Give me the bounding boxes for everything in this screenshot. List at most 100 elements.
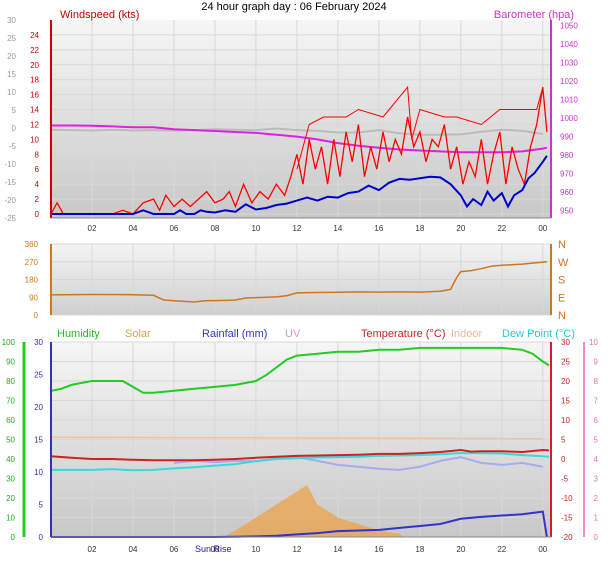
y-tick-barometer: 990 (560, 133, 574, 142)
y-tick-uv: 5 (594, 436, 599, 445)
y-tick-outer: 30 (7, 16, 16, 25)
y-tick-barometer: 1050 (560, 22, 578, 31)
y-tick-humidity: 80 (6, 377, 15, 386)
y-tick-windspeed: 2 (35, 195, 40, 204)
legend-temperature: Temperature (°C) (361, 328, 445, 340)
y-tick-rainfall: 10 (34, 468, 43, 477)
y-tick-outer: 0 (12, 124, 17, 133)
compass-label: W (558, 257, 569, 269)
y-tick-rainfall: 30 (34, 338, 43, 347)
y-tick-humidity: 10 (6, 514, 15, 523)
y-tick-uv: 1 (594, 514, 599, 523)
y-tick-temperature: -20 (561, 533, 573, 542)
dewpoint-line (51, 452, 550, 472)
legend-uv: UV (285, 328, 301, 340)
x-tick: 22 (497, 545, 506, 554)
y-tick-windspeed: 10 (30, 135, 39, 144)
y-tick-windspeed: 18 (30, 76, 39, 85)
x-tick: 02 (88, 224, 97, 233)
y-tick-humidity: 100 (2, 338, 16, 347)
y-tick-outer: -25 (4, 214, 16, 223)
y-tick-uv: 6 (594, 416, 599, 425)
legend-barometer: Barometer (hpa) (494, 9, 574, 21)
secondary-line (173, 456, 543, 471)
compass-label: N (558, 310, 566, 322)
y-tick-humidity: 50 (6, 436, 15, 445)
panel-wind-axes: 024681012141618202224-25-20-15-10-505101… (4, 16, 578, 233)
y-tick-windspeed: 8 (35, 150, 40, 159)
y-tick-barometer: 1000 (560, 114, 578, 123)
y-tick-uv: 8 (594, 377, 599, 386)
compass-label: N (558, 239, 566, 251)
x-tick: 04 (129, 545, 138, 554)
y-tick-direction: 180 (25, 276, 39, 285)
x-tick: 12 (292, 545, 301, 554)
y-tick-barometer: 980 (560, 151, 574, 160)
y-tick-rainfall: 20 (34, 403, 43, 412)
x-tick: 20 (456, 224, 465, 233)
y-tick-uv: 2 (594, 494, 599, 503)
y-tick-temperature: 30 (561, 338, 570, 347)
y-tick-temperature: -10 (561, 494, 573, 503)
y-tick-barometer: 1040 (560, 40, 578, 49)
y-tick-outer: 5 (12, 106, 17, 115)
y-tick-windspeed: 4 (35, 180, 40, 189)
panel-direction-series (50, 261, 547, 303)
legend-rainfall: Rainfall (mm) (202, 328, 267, 340)
y-tick-barometer: 1020 (560, 77, 578, 86)
y-tick-humidity: 30 (6, 475, 15, 484)
y-tick-direction: 90 (29, 293, 38, 302)
legend-row: Humidity Solar Rainfall (mm) UV Temperat… (57, 328, 575, 340)
y-tick-humidity: 90 (6, 358, 15, 367)
y-tick-temperature: -5 (561, 475, 569, 484)
y-tick-temperature: 25 (561, 358, 570, 367)
y-tick-outer: -5 (9, 142, 17, 151)
page-title: 24 hour graph day : 06 February 2024 (201, 1, 386, 13)
x-tick: 18 (415, 545, 424, 554)
y-tick-rainfall: 25 (34, 371, 43, 380)
y-tick-direction: 270 (25, 258, 39, 267)
y-tick-uv: 4 (594, 455, 599, 464)
y-tick-uv: 3 (594, 475, 599, 484)
y-tick-windspeed: 14 (30, 106, 39, 115)
y-tick-windspeed: 22 (30, 46, 39, 55)
y-tick-barometer: 950 (560, 207, 574, 216)
x-tick: 22 (497, 224, 506, 233)
legend-solar: Solar (125, 328, 151, 340)
y-tick-temperature: 5 (561, 436, 566, 445)
y-tick-outer: -20 (4, 196, 16, 205)
humidity-line (50, 346, 550, 394)
panel-wind-area (51, 20, 551, 218)
y-tick-temperature: -15 (561, 514, 573, 523)
wind-gust-line (50, 87, 548, 215)
y-tick-windspeed: 24 (30, 31, 39, 40)
x-tick: 00 (538, 545, 547, 554)
panel-temperature-series (50, 346, 550, 538)
wind-peak-line (296, 85, 544, 170)
x-tick: 14 (333, 224, 342, 233)
y-tick-humidity: 70 (6, 397, 15, 406)
panel-wind-grid (51, 20, 551, 218)
barometer-line (51, 124, 548, 154)
y-tick-temperature: 20 (561, 377, 570, 386)
y-tick-barometer: 1010 (560, 96, 578, 105)
y-tick-rainfall: 5 (39, 501, 44, 510)
y-tick-humidity: 20 (6, 494, 15, 503)
y-tick-temperature: 10 (561, 416, 570, 425)
x-tick: 04 (129, 224, 138, 233)
y-tick-temperature: 15 (561, 397, 570, 406)
y-tick-windspeed: 16 (30, 91, 39, 100)
y-tick-outer: -15 (4, 178, 16, 187)
y-tick-uv: 0 (594, 533, 599, 542)
legend-windspeed: Windspeed (kts) (60, 9, 139, 21)
temperature-line (50, 448, 550, 462)
y-tick-temperature: 0 (561, 455, 566, 464)
y-tick-windspeed: 12 (30, 120, 39, 129)
x-tick: 08 (210, 545, 219, 554)
legend-dewpoint: Dew Point (°C) (502, 328, 575, 340)
wind-direction-line (50, 261, 547, 303)
y-tick-outer: 15 (7, 70, 16, 79)
x-tick: 18 (415, 224, 424, 233)
panel-wind-series (50, 85, 548, 215)
